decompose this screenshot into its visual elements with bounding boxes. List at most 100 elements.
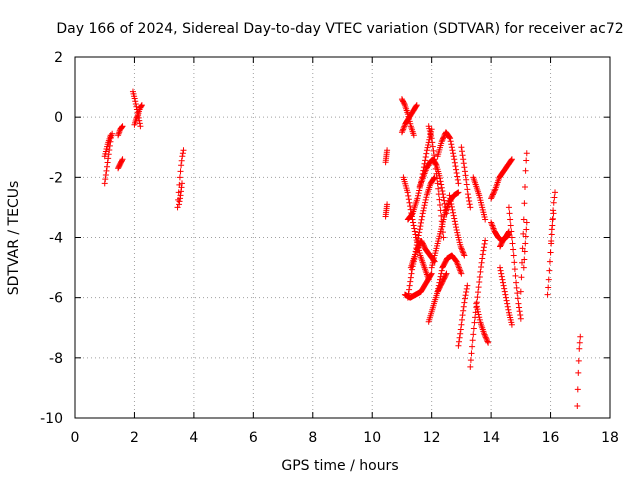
data-point [464, 186, 471, 193]
data-point [413, 242, 420, 249]
data-point [516, 308, 523, 315]
data-point [480, 244, 487, 251]
data-point [453, 170, 460, 177]
data-point [460, 251, 467, 258]
data-point [497, 264, 504, 271]
data-point [118, 123, 125, 130]
data-point [450, 153, 457, 160]
data-point [463, 289, 470, 296]
data-point [509, 240, 516, 247]
data-point [455, 180, 462, 187]
data-point [406, 282, 413, 289]
data-point [447, 198, 454, 205]
data-point [413, 102, 420, 109]
data-point [477, 268, 484, 275]
x-tick-labels: 0 2 4 6 8 10 12 14 16 18 [71, 430, 619, 446]
data-point [132, 98, 139, 105]
data-point [440, 234, 447, 241]
data-point [476, 314, 483, 321]
data-point [446, 134, 453, 141]
data-point [508, 157, 515, 164]
data-point [498, 270, 505, 277]
data-point [512, 272, 519, 279]
data-point [440, 134, 447, 141]
data-point [501, 285, 508, 292]
data-point [511, 259, 518, 266]
data-point [484, 338, 491, 345]
data-point [457, 326, 464, 333]
data-point [456, 338, 463, 345]
data-point [400, 124, 407, 131]
data-point [174, 204, 181, 211]
data-point [478, 259, 485, 266]
data-point [506, 210, 513, 217]
data-point [406, 199, 413, 206]
data-point [101, 180, 108, 187]
data-point [436, 276, 443, 283]
data-point [576, 339, 583, 346]
data-point [523, 157, 530, 164]
data-point [399, 127, 406, 134]
data-point [498, 273, 505, 280]
data-point [489, 192, 496, 199]
data-point [415, 190, 422, 197]
data-point [435, 185, 442, 192]
data-point [460, 303, 467, 310]
data-point [507, 216, 514, 223]
y-tick-label: -6 [49, 291, 63, 307]
data-point [449, 147, 456, 154]
x-tick-label: 4 [189, 430, 198, 446]
data-point [575, 357, 582, 364]
data-point [416, 226, 423, 233]
data-point [179, 150, 186, 157]
data-point [450, 209, 457, 216]
data-point [468, 350, 475, 357]
data-point [409, 211, 416, 218]
data-point [433, 170, 440, 177]
x-tick-label: 0 [71, 430, 80, 446]
data-point [438, 212, 445, 219]
data-point [102, 172, 109, 179]
data-point [439, 135, 446, 142]
data-point [429, 143, 436, 150]
data-point [464, 191, 471, 198]
data-point [446, 192, 453, 199]
data-point [451, 215, 458, 222]
data-point [520, 264, 527, 271]
data-point [416, 187, 423, 194]
data-point [457, 243, 464, 250]
data-point [479, 251, 486, 258]
data-point [434, 175, 441, 182]
data-point [452, 221, 459, 228]
data-point [434, 288, 441, 295]
data-point [551, 194, 558, 201]
data-point [482, 334, 489, 341]
data-point [547, 249, 554, 256]
data-point [473, 303, 480, 310]
data-point [436, 279, 443, 286]
data-point [405, 196, 412, 203]
data-point [458, 270, 465, 277]
data-point [466, 201, 473, 208]
data-point [448, 144, 455, 151]
data-point [574, 386, 581, 393]
data-point [549, 222, 556, 229]
data-point [432, 165, 439, 172]
y-tick-label: -2 [49, 170, 63, 186]
data-point [481, 331, 488, 338]
data-point [507, 222, 514, 229]
data-point [384, 201, 391, 208]
data-point [504, 300, 511, 307]
data-point [458, 144, 465, 151]
data-point [103, 167, 110, 174]
data-point [514, 290, 521, 297]
data-point [463, 181, 470, 188]
x-tick-label: 16 [542, 430, 560, 446]
data-point [475, 289, 482, 296]
data-point [510, 252, 517, 259]
data-point [436, 202, 443, 209]
data-point [119, 123, 126, 130]
data-point [398, 129, 405, 136]
data-point [414, 192, 421, 199]
data-point [520, 216, 527, 223]
